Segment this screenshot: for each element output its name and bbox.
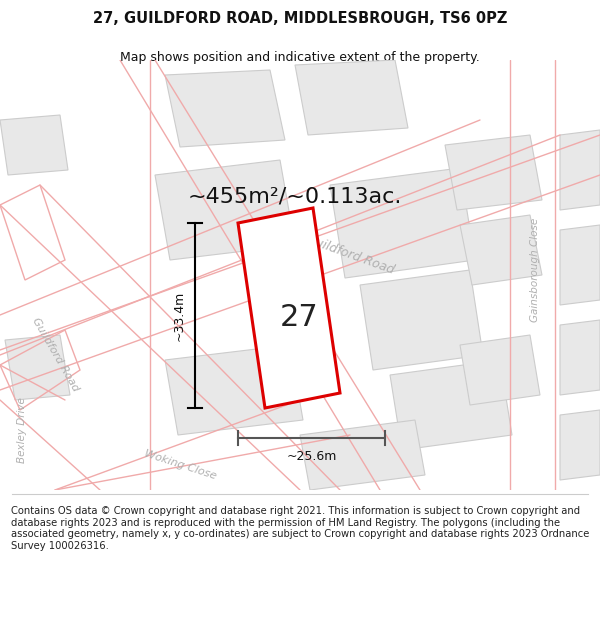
Polygon shape	[460, 335, 540, 405]
Text: ~455m²/~0.113ac.: ~455m²/~0.113ac.	[188, 187, 402, 207]
Polygon shape	[155, 160, 295, 260]
Text: Gainsborough Close: Gainsborough Close	[530, 218, 540, 322]
Polygon shape	[330, 168, 475, 278]
Polygon shape	[0, 115, 68, 175]
Polygon shape	[238, 208, 340, 408]
Polygon shape	[165, 70, 285, 147]
Polygon shape	[300, 420, 425, 490]
Polygon shape	[390, 360, 512, 450]
Text: Contains OS data © Crown copyright and database right 2021. This information is : Contains OS data © Crown copyright and d…	[11, 506, 589, 551]
Polygon shape	[5, 335, 70, 400]
Text: Map shows position and indicative extent of the property.: Map shows position and indicative extent…	[120, 51, 480, 64]
Polygon shape	[460, 215, 542, 285]
Text: Woking Close: Woking Close	[143, 449, 217, 481]
Text: 27: 27	[280, 304, 319, 332]
Text: Bexley Drive: Bexley Drive	[17, 397, 27, 463]
Polygon shape	[165, 345, 303, 435]
Polygon shape	[560, 320, 600, 395]
Polygon shape	[560, 410, 600, 480]
Text: Guildford Road: Guildford Road	[304, 233, 396, 277]
Text: ~25.6m: ~25.6m	[286, 449, 337, 462]
Text: Guildford Road: Guildford Road	[30, 316, 80, 394]
Text: 27, GUILDFORD ROAD, MIDDLESBROUGH, TS6 0PZ: 27, GUILDFORD ROAD, MIDDLESBROUGH, TS6 0…	[93, 11, 507, 26]
Polygon shape	[295, 60, 408, 135]
Polygon shape	[560, 225, 600, 305]
Text: ~33.4m: ~33.4m	[173, 291, 185, 341]
Polygon shape	[445, 135, 542, 210]
Polygon shape	[360, 270, 483, 370]
Polygon shape	[560, 130, 600, 210]
